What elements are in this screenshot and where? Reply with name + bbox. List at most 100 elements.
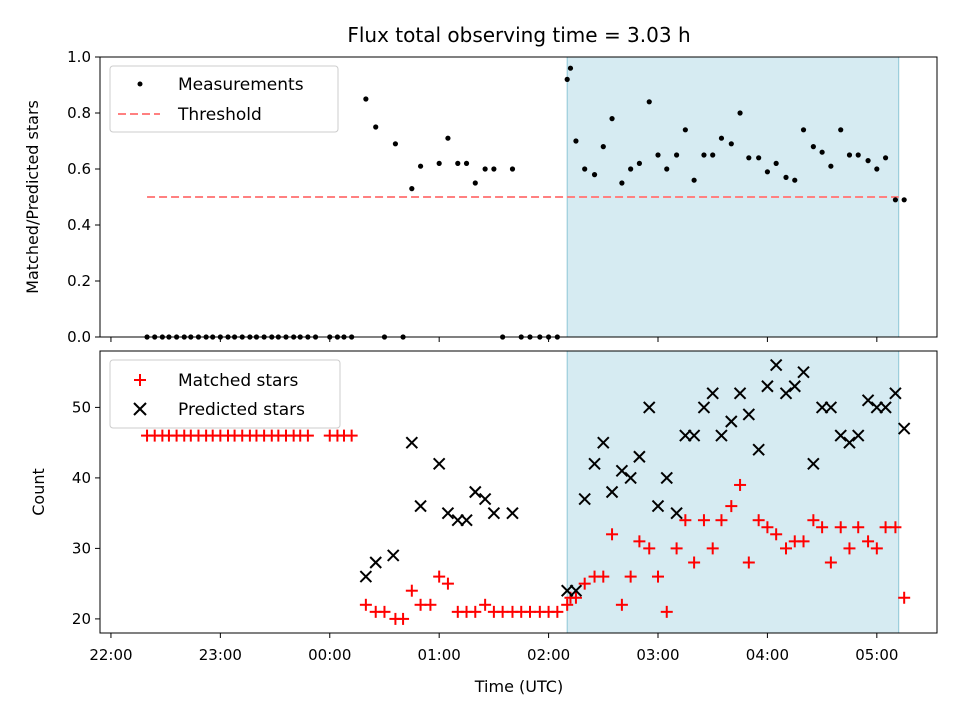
matched-stars-point [780, 542, 793, 555]
measurement-point [819, 149, 825, 155]
predicted-stars-point [643, 401, 656, 414]
matched-stars-point [569, 591, 582, 604]
count-panel-legend: Matched stars Predicted stars [109, 359, 341, 429]
predicted-stars-point [824, 401, 838, 414]
matched-stars-point [469, 605, 482, 618]
predicted-stars-point [460, 513, 473, 527]
measurement-point [746, 155, 752, 161]
matched-stars-point [862, 535, 875, 548]
measurement-point [445, 135, 451, 141]
matched-stars-point [597, 570, 610, 583]
measurement-point [564, 76, 570, 82]
predicted-stars-point [487, 506, 501, 520]
x-tick-label: 23:00 [199, 646, 242, 664]
predicted-stars-point [687, 429, 701, 442]
count-panel-ylabel: Count [29, 468, 48, 516]
x-tick-label: 01:00 [418, 646, 461, 664]
measurement-point [436, 160, 442, 166]
matched-stars-point [898, 591, 911, 604]
legend-measurements-label: Measurements [178, 75, 304, 95]
measurement-point [636, 160, 643, 166]
y-tick-label: 50 [72, 398, 91, 416]
matched-stars-point [551, 605, 564, 618]
matched-stars-point [889, 521, 902, 534]
matched-stars-point [679, 514, 692, 527]
x-tick-label: 04:00 [746, 646, 789, 664]
measurement-point [710, 152, 716, 158]
matched-stars-point [606, 528, 619, 541]
predicted-stars-point [779, 387, 793, 400]
predicted-stars-point [624, 471, 637, 485]
predicted-stars-point [359, 570, 373, 583]
legend-matched-marker [134, 374, 146, 386]
measurement-point [756, 155, 762, 161]
predicted-stars-point [651, 499, 665, 513]
measurement-point [573, 138, 579, 144]
matched-stars-point [397, 612, 410, 625]
y-tick-label: 0.6 [67, 160, 91, 178]
measurement-point [455, 160, 461, 166]
matched-stars-point [441, 577, 454, 590]
measurement-point [509, 166, 516, 172]
predicted-stars-point [615, 464, 629, 478]
matched-stars-point [824, 556, 837, 569]
matched-stars-point [715, 514, 728, 527]
measurement-point [764, 169, 771, 175]
matched-stars-point [770, 528, 783, 541]
predicted-stars-point [769, 358, 783, 372]
predicted-stars-point [670, 506, 683, 520]
measurement-point [417, 163, 424, 169]
matched-stars-point [834, 521, 847, 534]
y-tick-label: 40 [72, 469, 91, 487]
measurement-point [865, 158, 871, 164]
measurement-point [691, 177, 697, 183]
measurement-point [655, 152, 661, 158]
matched-stars-point [761, 521, 774, 534]
predicted-stars-point [733, 387, 747, 400]
predicted-stars-point [469, 485, 482, 499]
y-tick-label: 0.0 [67, 328, 91, 346]
measurement-point [609, 116, 615, 122]
predicted-stars-point [752, 443, 765, 456]
matched-stars-point [752, 514, 765, 527]
measurement-point [783, 174, 789, 180]
y-tick-label: 1.0 [67, 48, 91, 66]
matched-stars-point [797, 535, 810, 548]
measurement-point [846, 152, 853, 158]
predicted-stars-point [861, 394, 875, 407]
matched-stars-point [643, 542, 656, 555]
matched-stars-point [433, 570, 446, 583]
measurement-point [646, 99, 652, 105]
measurement-point [737, 110, 743, 116]
measurement-point [600, 144, 606, 150]
measurement-point [773, 160, 779, 166]
predicted-stars-point [605, 485, 619, 499]
measurement-point [874, 166, 880, 172]
measurement-point [373, 124, 379, 130]
matched-stars-point [578, 577, 591, 590]
predicted-stars-point [870, 401, 884, 414]
predicted-stars-point [725, 415, 738, 428]
predicted-stars-point [405, 436, 419, 449]
measurement-point [491, 166, 497, 172]
chart-title: Flux total observing time = 3.03 h [347, 23, 690, 47]
matched-stars-point [633, 535, 646, 548]
matched-stars-point [660, 605, 673, 618]
measurement-point [838, 127, 844, 133]
count-legend-frame [109, 359, 341, 429]
legend-measurements-marker [137, 81, 143, 87]
ratio-panel-ylabel: Matched/Predicted stars [23, 100, 42, 294]
matched-stars-point [615, 598, 628, 611]
measurement-point [482, 166, 488, 172]
predicted-stars-point [478, 492, 492, 506]
measurement-point [728, 141, 734, 147]
predicted-stars-point [797, 365, 810, 379]
measurement-point [792, 177, 798, 183]
measurement-point [701, 152, 707, 158]
legend-predicted-label: Predicted stars [178, 400, 305, 420]
predicted-stars-point [889, 387, 902, 400]
matched-stars-point [652, 570, 664, 583]
predicted-stars-point [807, 457, 820, 471]
matched-stars-point [742, 556, 755, 569]
matched-stars-point [424, 598, 437, 611]
